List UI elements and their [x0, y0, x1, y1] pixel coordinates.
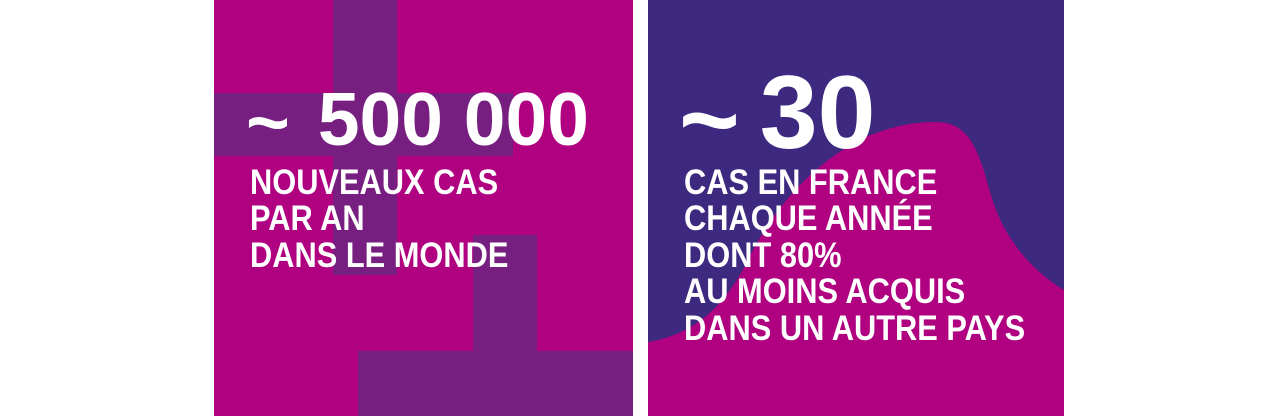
decor-band-behind-number: [214, 93, 513, 156]
caption-line: CHAQUE ANNÉE: [684, 199, 933, 239]
caption-line: DANS LE MONDE: [250, 235, 509, 275]
approx-tilde: ~: [246, 80, 290, 164]
world-stat-number: ~500 000: [246, 80, 589, 164]
decor-wave-shape: [648, 122, 1064, 416]
stat-number-value: 30: [759, 55, 876, 171]
decor-band-bottom: [358, 351, 633, 416]
approx-tilde: ~: [679, 62, 740, 178]
panel-world-stat: ~500 000 NOUVEAUX CAS PAR AN DANS LE MON…: [214, 0, 633, 416]
caption-line: PAR AN: [250, 199, 365, 239]
france-stat-number: ~30: [679, 61, 875, 172]
world-stat-caption: NOUVEAUX CAS PAR AN DANS LE MONDE: [250, 163, 509, 275]
caption-line: AU MOINS ACQUIS: [684, 272, 966, 312]
caption-line: NOUVEAUX CAS: [250, 163, 499, 202]
caption-line: CAS EN FRANCE: [684, 163, 938, 202]
france-stat-caption: CAS EN FRANCE CHAQUE ANNÉE DONT 80% AU M…: [684, 163, 1026, 348]
panel-france-stat: ~30 CAS EN FRANCE CHAQUE ANNÉE DONT 80% …: [648, 0, 1064, 416]
caption-line: DANS UN AUTRE PAYS: [684, 308, 1026, 348]
caption-line: DONT 80%: [684, 235, 842, 275]
stat-number-value: 500 000: [317, 77, 589, 161]
